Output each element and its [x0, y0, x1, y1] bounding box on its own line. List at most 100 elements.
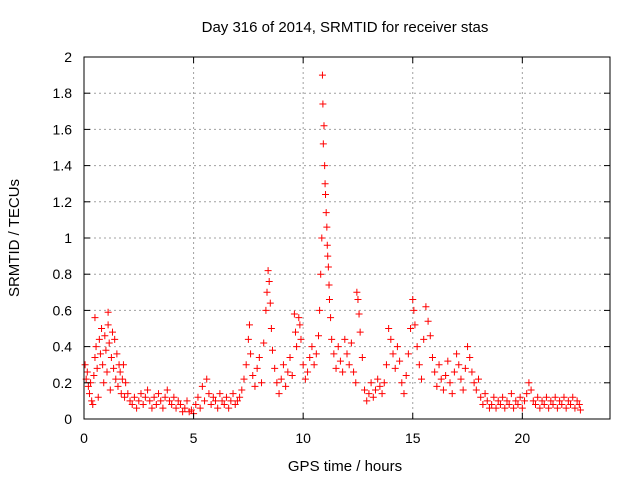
- data-point: [267, 325, 275, 332]
- data-point: [236, 393, 244, 401]
- data-point: [194, 393, 202, 401]
- data-point: [91, 353, 99, 361]
- data-points: [81, 71, 584, 418]
- data-point: [378, 390, 386, 398]
- data-point: [521, 397, 529, 405]
- y-tick-label: 0: [64, 411, 72, 427]
- data-point: [273, 379, 281, 387]
- data-point: [457, 375, 465, 383]
- data-point: [327, 314, 335, 322]
- data-point: [461, 364, 469, 372]
- data-point: [453, 350, 461, 358]
- y-tick-label: 0.2: [53, 375, 73, 391]
- data-point: [108, 328, 116, 336]
- grid: [84, 57, 610, 419]
- data-point: [263, 288, 271, 296]
- data-point: [464, 343, 472, 351]
- y-tick-label: 0.4: [53, 339, 73, 355]
- data-point: [380, 379, 388, 387]
- data-point: [321, 180, 329, 188]
- x-tick-label: 15: [405, 430, 421, 446]
- data-point: [205, 390, 213, 398]
- data-point: [201, 397, 209, 405]
- data-point: [353, 288, 361, 296]
- data-point: [470, 379, 478, 387]
- data-point: [328, 335, 336, 343]
- data-point: [317, 270, 325, 278]
- data-point: [389, 350, 397, 358]
- data-point: [420, 335, 428, 343]
- data-point: [332, 364, 340, 372]
- data-point: [291, 328, 299, 336]
- data-point: [297, 335, 305, 343]
- data-point: [268, 346, 276, 354]
- data-point: [244, 335, 252, 343]
- data-point: [553, 404, 561, 412]
- data-point: [306, 353, 314, 361]
- data-point: [81, 361, 89, 369]
- data-point: [428, 353, 436, 361]
- data-point: [83, 368, 91, 376]
- data-point: [494, 397, 502, 405]
- data-point: [222, 393, 230, 401]
- data-point: [503, 397, 511, 405]
- data-point: [393, 343, 401, 351]
- x-tick-label: 0: [80, 430, 88, 446]
- data-point: [220, 401, 228, 409]
- y-tick-label: 1.6: [53, 121, 73, 137]
- data-point: [144, 386, 152, 394]
- data-point: [523, 390, 531, 398]
- data-point: [322, 191, 330, 199]
- data-point: [286, 353, 294, 361]
- data-point: [113, 350, 121, 358]
- data-point: [146, 397, 154, 405]
- data-point: [282, 382, 290, 390]
- data-point: [116, 368, 124, 376]
- data-point: [418, 375, 426, 383]
- data-point: [181, 404, 189, 412]
- data-point: [88, 397, 96, 405]
- data-point: [85, 390, 93, 398]
- data-point: [547, 397, 555, 405]
- data-point: [240, 375, 248, 383]
- data-point: [485, 404, 493, 412]
- data-point: [556, 397, 564, 405]
- data-point: [437, 375, 445, 383]
- data-point: [324, 252, 332, 260]
- data-point: [534, 393, 542, 401]
- data-point: [444, 357, 452, 365]
- data-point: [363, 397, 371, 405]
- data-point: [352, 379, 360, 387]
- data-point: [122, 379, 130, 387]
- data-point: [446, 379, 454, 387]
- data-point: [319, 140, 327, 148]
- data-point: [343, 350, 351, 358]
- data-point: [472, 386, 480, 394]
- data-point: [560, 393, 568, 401]
- data-point: [422, 303, 430, 311]
- data-point: [258, 379, 266, 387]
- data-point: [435, 361, 443, 369]
- data-point: [355, 310, 363, 318]
- data-point: [391, 364, 399, 372]
- data-point: [207, 401, 215, 409]
- data-point: [350, 368, 358, 376]
- data-point: [558, 401, 566, 409]
- data-point: [139, 401, 147, 409]
- y-tick-label: 1.8: [53, 85, 73, 101]
- data-point: [152, 401, 160, 409]
- data-point: [176, 401, 184, 409]
- data-point: [518, 404, 526, 412]
- data-point: [516, 393, 524, 401]
- data-point: [238, 386, 246, 394]
- y-tick-label: 0.8: [53, 266, 73, 282]
- data-point: [339, 368, 347, 376]
- data-point: [227, 397, 235, 405]
- data-point: [170, 393, 178, 401]
- data-point: [245, 321, 253, 329]
- data-point: [325, 281, 333, 289]
- data-point: [525, 379, 533, 387]
- data-point: [290, 310, 298, 318]
- data-point: [95, 335, 103, 343]
